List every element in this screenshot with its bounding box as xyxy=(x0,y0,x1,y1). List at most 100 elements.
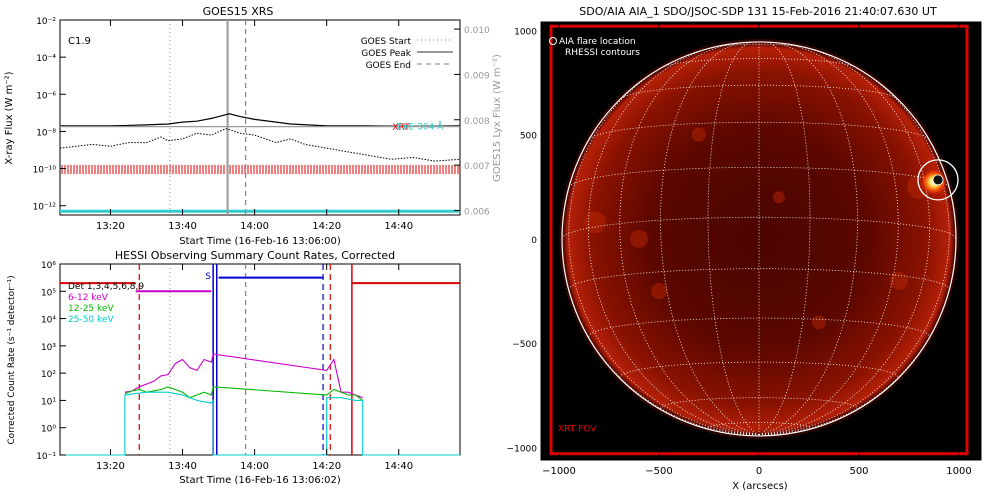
hessi-title: HESSI Observing Summary Count Rates, Cor… xyxy=(115,249,395,262)
hessi-series-line-2 xyxy=(60,391,460,456)
aia-legend-entry: RHESSI contours xyxy=(565,48,640,58)
hessi-legend-entry: Det 1,3,4,5,6,8,9 xyxy=(68,282,144,292)
goes-x-tick-label: 13:20 xyxy=(96,221,125,232)
aia-x-tick-label: −500 xyxy=(645,466,672,477)
active-region xyxy=(773,191,785,204)
aia-flare-location-circle xyxy=(917,159,959,201)
goes-plot-frame xyxy=(59,19,461,216)
heliographic-longitude-line xyxy=(568,57,760,436)
hessi-plot-frame xyxy=(59,263,461,456)
hessi-series-line-0 xyxy=(124,353,363,399)
heliographic-longitude-line xyxy=(619,42,760,436)
goes-x-tick-label: 13:40 xyxy=(168,221,197,232)
hessi-y-tick-label: 10⁰ xyxy=(41,425,56,435)
hessi-x-tick-label: 14:00 xyxy=(240,461,269,472)
goes-x-tick-label: 14:00 xyxy=(240,221,269,232)
goes-y-right-tick-label: 0.008 xyxy=(464,117,490,127)
goes-legend: GOES Start GOES Peak GOES End xyxy=(361,37,453,71)
aia-y-tick-label: 0 xyxy=(531,236,537,246)
aia-y-tick-label: −1000 xyxy=(507,444,538,454)
hessi-y-axis-label: Corrected Count Rate (s⁻¹ detector⁻¹) xyxy=(7,275,17,444)
aia-x-tick-label: 0 xyxy=(756,466,762,477)
hessi-x-tick-label: 14:40 xyxy=(384,461,413,472)
active-region xyxy=(692,127,706,142)
goes-y-tick-label: 10⁻⁶ xyxy=(36,91,56,101)
goes-y-axis-label: X-ray Flux (W m⁻²) xyxy=(4,71,15,164)
goes-curve-label-eve: EVE 304 Å xyxy=(397,121,444,133)
hessi-annotation-s: S xyxy=(205,272,211,282)
goes-title: GOES15 XRS xyxy=(203,5,274,18)
hessi-x-tick-label: 13:20 xyxy=(96,461,125,472)
goes-y-tick-label: 10⁻¹² xyxy=(33,203,57,213)
hessi-legend-entry: 12-25 keV xyxy=(68,304,114,314)
goes-y-right-tick-label: 0.006 xyxy=(464,207,490,217)
heliographic-longitude-line xyxy=(758,57,950,436)
goes-y-tick-label: 10⁻⁴ xyxy=(36,54,56,64)
hessi-legend-entry: 25-50 keV xyxy=(68,315,114,325)
aia-x-tick-label: 1000 xyxy=(946,466,971,477)
hessi-y-tick-label: 10³ xyxy=(41,343,56,353)
goes-y-right-axis-label: GOES15 Lyx Flux (W m⁻²) xyxy=(492,54,503,182)
aia-legend-entry: AIA flare location xyxy=(559,37,636,47)
goes-y-tick-label: 10⁻¹⁰ xyxy=(33,166,57,176)
hessi-y-tick-label: 10⁴ xyxy=(41,316,56,326)
heliographic-longitude-line xyxy=(660,42,760,436)
goes-x-tick-label: 14:20 xyxy=(312,221,341,232)
goes-y-right-tick-label: 0.009 xyxy=(464,71,490,81)
heliographic-longitude-line xyxy=(758,46,931,436)
goes-y-tick-label: 10⁻⁸ xyxy=(36,128,56,138)
hessi-panel: HESSI Observing Summary Count Rates, Cor… xyxy=(7,249,461,486)
active-region xyxy=(651,283,667,300)
goes-x-axis-label: Start Time (16-Feb-16 13:06:00) xyxy=(179,236,341,247)
heliographic-longitude-line xyxy=(561,238,760,436)
xrt-fov-label: XRT FOV xyxy=(558,425,597,435)
aia-x-axis-label: X (arcsecs) xyxy=(732,481,788,492)
aia-x-tick-label: −1000 xyxy=(542,466,576,477)
heliographic-longitude-line xyxy=(707,41,760,436)
heliographic-longitude-line xyxy=(758,42,858,436)
aia-y-tick-label: −500 xyxy=(512,340,537,350)
hessi-x-tick-label: 13:40 xyxy=(168,461,197,472)
solar-limb xyxy=(561,41,957,437)
heliographic-latitude-line xyxy=(621,84,897,99)
active-region xyxy=(812,315,826,330)
hessi-y-tick-label: 10⁶ xyxy=(41,261,56,271)
heliographic-longitude-line xyxy=(758,41,811,436)
active-region xyxy=(584,211,606,234)
goes-y-right-tick-label: 0.007 xyxy=(464,162,490,172)
aia-y-tick-label: 500 xyxy=(520,132,537,142)
aia-y-tick-label: 1000 xyxy=(514,27,537,37)
aia-title: SDO/AIA AIA_1 SDO/JSOC-SDP 131 15-Feb-20… xyxy=(579,5,937,18)
heliographic-longitude-line xyxy=(587,46,760,436)
active-region xyxy=(630,229,648,248)
aia-x-tick-label: 500 xyxy=(849,466,868,477)
aia-image-panel: SDO/AIA AIA_1 SDO/JSOC-SDP 131 15-Feb-20… xyxy=(507,5,982,492)
heliographic-longitude-line xyxy=(758,42,899,436)
goes-x-tick-label: 14:40 xyxy=(384,221,413,232)
hessi-x-axis-label: Start Time (16-Feb-16 13:06:02) xyxy=(179,475,341,486)
goes-curve-label-xrt: XRT xyxy=(392,123,410,133)
goes-legend-label: GOES End xyxy=(366,61,411,71)
hessi-y-tick-label: 10¹ xyxy=(41,397,56,407)
aia-plot-frame xyxy=(540,21,982,461)
hessi-legend-entry: 6-12 keV xyxy=(68,293,109,303)
goes-series-line-1 xyxy=(59,128,461,162)
hessi-y-tick-label: 10⁻¹ xyxy=(36,452,56,462)
goes-y-tick-label: 10⁻² xyxy=(36,17,56,27)
goes-series-line-0 xyxy=(60,113,461,127)
hessi-y-tick-label: 10² xyxy=(41,370,56,380)
heliographic-longitude-line xyxy=(758,238,957,436)
aia-legend-circle-symbol xyxy=(549,37,557,45)
goes-legend-label: GOES Start xyxy=(361,37,412,47)
hessi-x-tick-label: 14:20 xyxy=(312,461,341,472)
goes-y-right-tick-label: 0.010 xyxy=(464,26,490,36)
active-region xyxy=(890,271,908,290)
rhessi-contour xyxy=(932,174,944,186)
goes-flare-class: C1.9 xyxy=(68,36,91,47)
goes-legend-label: GOES Peak xyxy=(361,49,411,59)
heliographic-latitude-line xyxy=(662,58,856,68)
